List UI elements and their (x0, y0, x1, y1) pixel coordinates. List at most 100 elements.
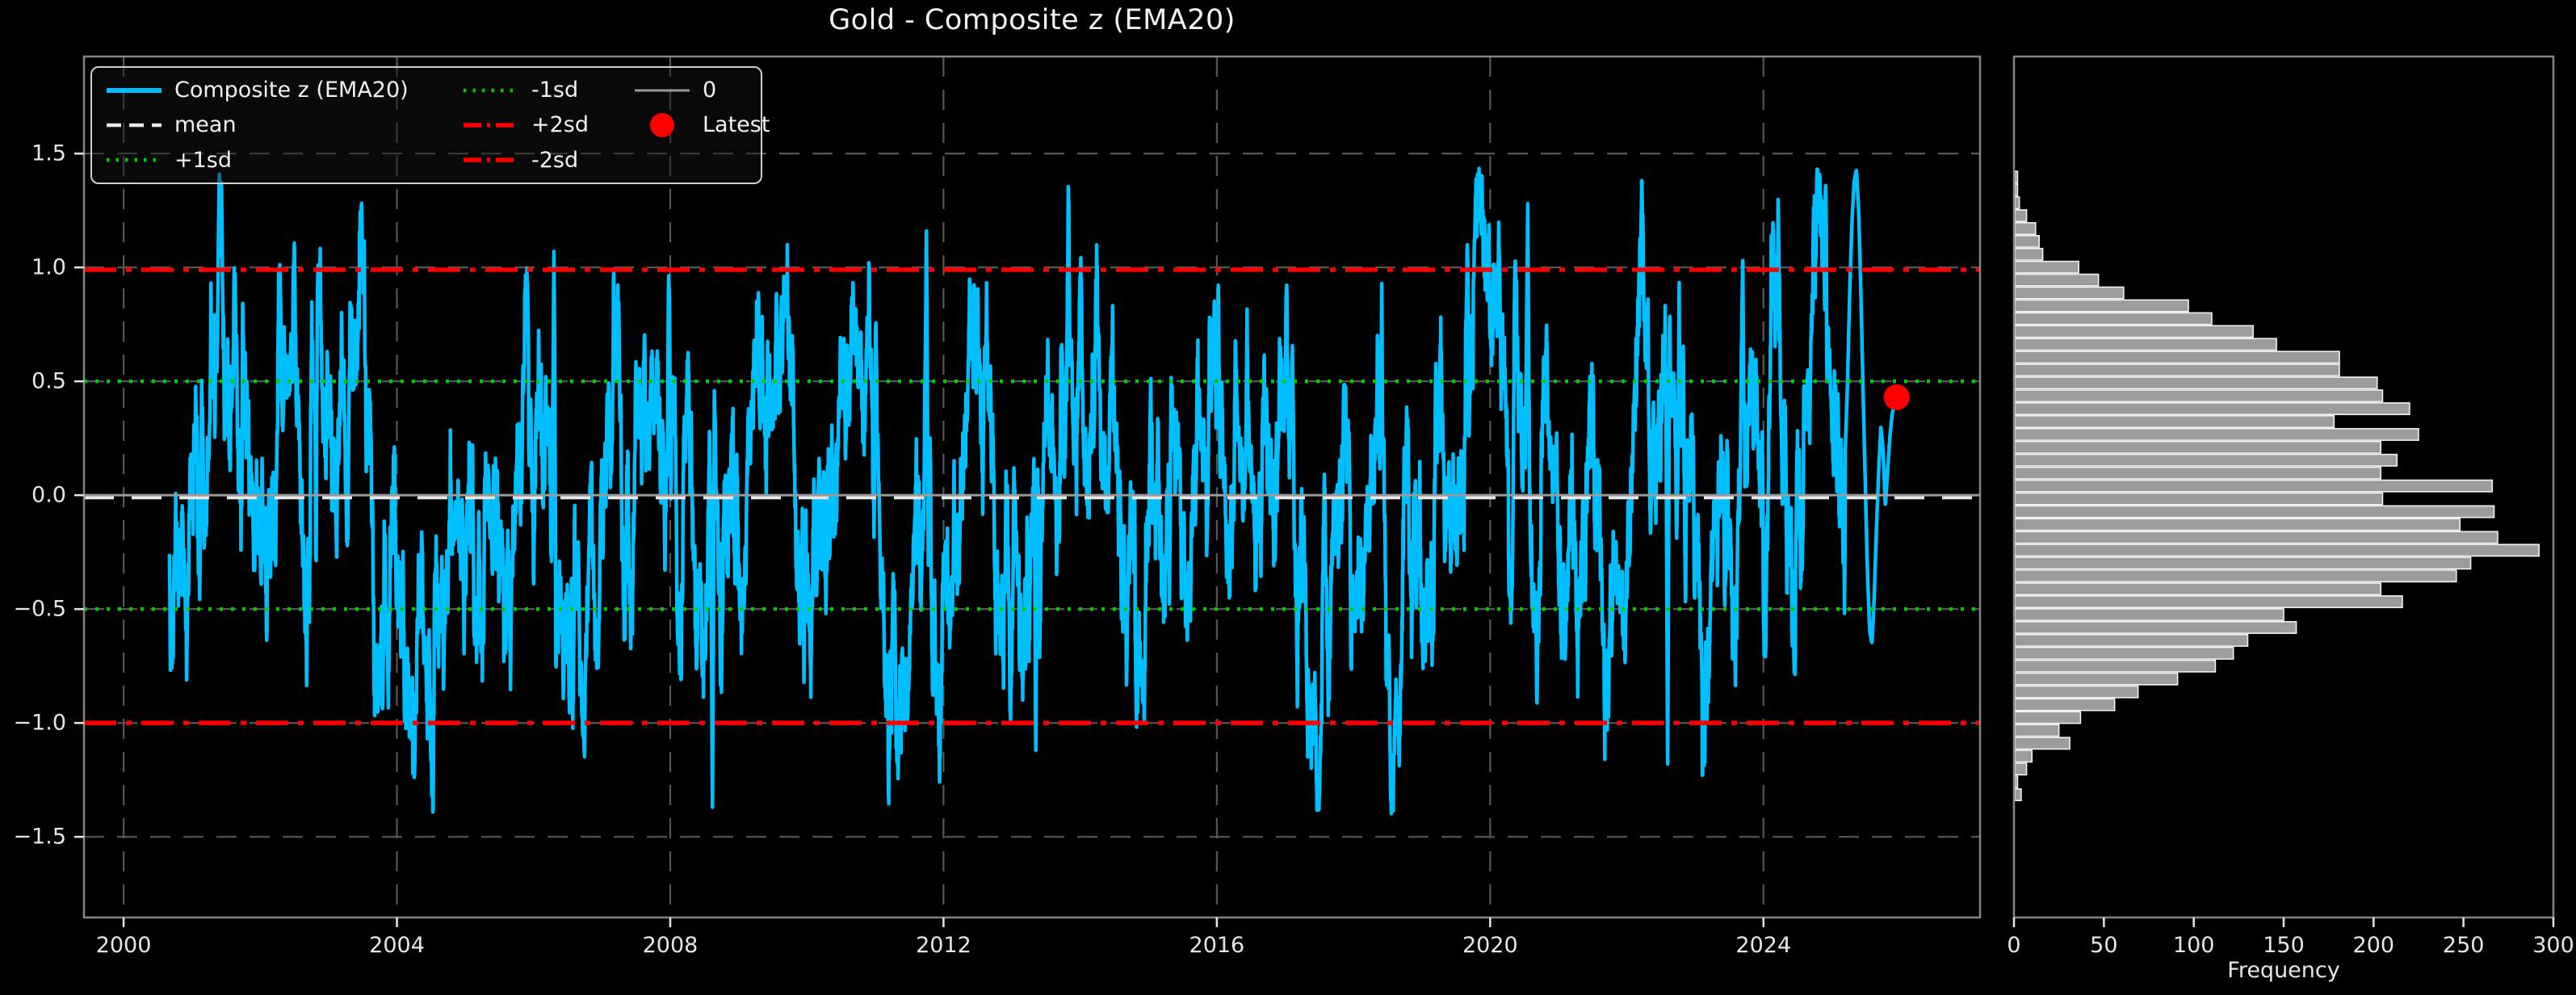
histogram-bar (2014, 711, 2082, 724)
hist-x-tick-label: 300 (2532, 933, 2574, 958)
histogram-bar (2014, 737, 2070, 750)
legend-item--1sd: +1sd (105, 146, 462, 174)
frequency-axis-label: Frequency (2227, 958, 2340, 983)
latest-marker-icon (650, 112, 674, 137)
legend-item-mean: mean (105, 111, 462, 139)
timeseries-line (167, 166, 1898, 816)
y-tick-label: 1.0 (31, 255, 66, 280)
y-tick-label: 1.5 (31, 141, 66, 166)
legend-item-composite-z-ema20-: Composite z (EMA20) (105, 77, 462, 104)
histogram-bar (2014, 363, 2340, 377)
histogram-bar (2014, 209, 2028, 223)
y-tick-label: −0.5 (13, 597, 66, 622)
latest-dot (1883, 384, 1910, 410)
hist-x-tick-label: 150 (2263, 933, 2305, 958)
histogram-bar (2014, 222, 2037, 235)
histogram-bar (2014, 582, 2382, 596)
y-tick-label: −1.0 (13, 711, 66, 736)
y-tick-label: 0.5 (31, 369, 66, 394)
histogram-bar (2014, 453, 2398, 467)
legend-item--2sd: +2sd (462, 111, 633, 139)
hist-x-tick-label: 200 (2353, 933, 2395, 958)
x-tick-label: 2020 (1462, 933, 1518, 958)
legend-item-label: mean (174, 112, 237, 138)
histogram-bar (2014, 415, 2335, 428)
histogram-bar (2014, 492, 2384, 506)
histogram-bar (2014, 620, 2297, 634)
hist-x-tick-label: 50 (2090, 933, 2117, 958)
legend-item-label: -1sd (531, 78, 579, 103)
histogram-bar (2014, 260, 2079, 274)
legend: Composite z (EMA20) mean +1sd -1sd +2sd -2sd 0… (90, 66, 770, 184)
histogram-bar (2014, 724, 2060, 737)
histogram-bar (2014, 775, 2019, 789)
histogram-bar (2014, 376, 2378, 390)
legend-item--1sd: -1sd (462, 77, 633, 104)
histogram-bar (2014, 646, 2234, 660)
legend-swatch-circle-icon (650, 112, 674, 137)
x-tick-label: 2012 (916, 933, 971, 958)
legend-item-label: +2sd (531, 112, 589, 138)
legend-item-label: Composite z (EMA20) (174, 78, 409, 103)
legend-item--2sd: -2sd (462, 146, 633, 174)
histogram-bar (2014, 531, 2498, 544)
x-tick-label: 2004 (369, 933, 425, 958)
histogram-bar (2014, 544, 2540, 557)
histogram-bar (2014, 595, 2403, 609)
legend-swatch-line-icon (107, 87, 162, 93)
histogram-bar (2014, 698, 2116, 712)
histogram-bar (2014, 325, 2254, 338)
histogram-bar (2014, 749, 2033, 763)
legend-item-label: -2sd (531, 147, 579, 173)
histogram-bar (2014, 569, 2457, 583)
legend-item-latest: Latest (633, 111, 770, 139)
hist-x-tick-label: 0 (2007, 933, 2020, 958)
histogram-bar (2014, 273, 2100, 287)
legend-swatch-line-icon (635, 89, 690, 92)
legend-swatch-line-icon (107, 158, 162, 162)
chart-title: Gold - Composite z (EMA20) (829, 4, 1236, 36)
legend-swatch-line-icon (464, 157, 518, 163)
histogram-bar (2014, 788, 2022, 802)
histogram-bar (2014, 608, 2284, 621)
legend-item-label: Latest (703, 112, 770, 138)
hist-x-tick-label: 100 (2173, 933, 2215, 958)
legend-item-0: 0 (633, 77, 770, 104)
legend-swatch-line-icon (464, 123, 518, 128)
y-tick-label: −1.5 (13, 825, 66, 850)
hist-x-tick-label: 250 (2443, 933, 2485, 958)
legend-swatch-line-icon (464, 88, 518, 92)
histogram-bar (2014, 338, 2277, 351)
histogram-bar (2014, 351, 2340, 364)
histogram-bar (2014, 247, 2044, 261)
histogram-bar (2014, 196, 2020, 210)
histogram-bar (2014, 505, 2495, 518)
histogram-bar (2014, 518, 2461, 531)
legend-item-label: +1sd (174, 147, 233, 173)
x-tick-label: 2008 (643, 933, 699, 958)
x-tick-label: 2024 (1735, 933, 1791, 958)
histogram-bar (2014, 466, 2382, 480)
histogram-bar (2014, 312, 2213, 325)
histogram-bar (2014, 234, 2040, 248)
histogram-bar (2014, 286, 2125, 300)
legend-item-label: 0 (703, 78, 717, 103)
histogram-bar (2014, 479, 2494, 493)
histogram-bar (2014, 672, 2179, 686)
histogram-bar (2014, 685, 2139, 699)
histogram-bar (2014, 633, 2249, 647)
y-tick-label: 0.0 (31, 483, 66, 508)
histogram-bar (2014, 556, 2472, 570)
histogram-bar (2014, 299, 2189, 313)
histogram-bar (2014, 440, 2382, 454)
x-tick-label: 2000 (96, 933, 152, 958)
histogram-bar (2014, 402, 2410, 416)
histogram-bar (2014, 389, 2384, 403)
histogram-bar (2014, 183, 2019, 197)
histogram-bar (2014, 762, 2028, 776)
x-tick-label: 2016 (1189, 933, 1245, 958)
legend-swatch-line-icon (107, 123, 162, 128)
main-axes-box (82, 55, 1982, 919)
